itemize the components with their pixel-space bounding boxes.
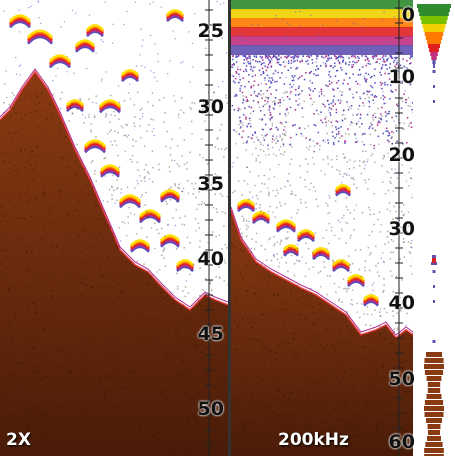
- main-depth-label-0: 0: [401, 4, 415, 26]
- flasher-bar: [413, 0, 455, 456]
- main-sonar-panel[interactable]: [231, 0, 413, 456]
- main-depth-label-60: 60: [388, 431, 415, 453]
- zoom-depth-label-45: 45: [197, 323, 224, 345]
- zoom-level-label: 2X: [6, 430, 31, 450]
- frequency-label: 200kHz: [278, 430, 349, 450]
- main-depth-label-40: 40: [388, 292, 415, 314]
- zoom-depth-label-40: 40: [197, 248, 224, 270]
- zoom-sonar-panel[interactable]: [0, 0, 231, 456]
- main-depth-label-30: 30: [388, 218, 415, 240]
- flasher-graphic: [417, 4, 451, 456]
- zoom-depth-label-35: 35: [197, 173, 224, 195]
- main-echo-image: [231, 0, 413, 456]
- main-depth-label-50: 50: [388, 368, 415, 390]
- main-depth-label-10: 10: [388, 66, 415, 88]
- zoom-depth-label-25: 25: [197, 20, 224, 42]
- zoom-depth-label-30: 30: [197, 96, 224, 118]
- zoom-echo-image: [0, 0, 228, 456]
- zoom-depth-label-50: 50: [197, 398, 224, 420]
- main-depth-label-20: 20: [388, 144, 415, 166]
